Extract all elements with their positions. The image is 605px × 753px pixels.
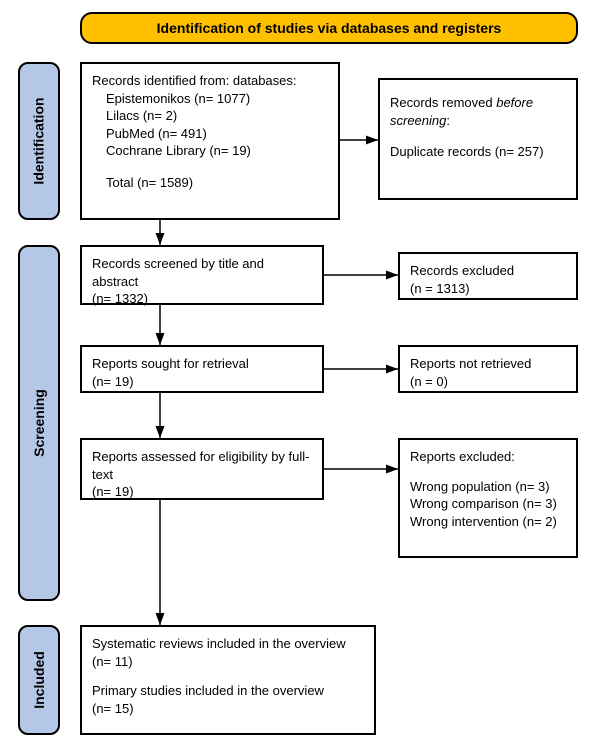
text-line: Records identified from: databases: xyxy=(92,72,328,90)
sidebar-label: Included xyxy=(31,651,47,709)
text-sub: Duplicate records (n= 257) xyxy=(390,143,566,161)
header-banner: Identification of studies via databases … xyxy=(80,12,578,44)
text-subline: PubMed (n= 491) xyxy=(92,125,328,143)
text-line: Primary studies included in the overview xyxy=(92,682,364,700)
box-records-excluded: Records excluded (n = 1313) xyxy=(398,252,578,300)
text-n: (n = 1313) xyxy=(410,280,566,298)
header-text: Identification of studies via databases … xyxy=(157,20,502,36)
text-line: Reports not retrieved xyxy=(410,355,566,373)
text-total: Total (n= 1589) xyxy=(92,174,328,192)
box-records-removed: Records removed before screening: Duplic… xyxy=(378,78,578,200)
box-reports-sought: Reports sought for retrieval (n= 19) xyxy=(80,345,324,393)
text-subline: Epistemonikos (n= 1077) xyxy=(92,90,328,108)
text-item: Wrong population (n= 3) xyxy=(410,478,566,496)
sidebar-screening: Screening xyxy=(18,245,60,601)
box-records-identified: Records identified from: databases: Epis… xyxy=(80,62,340,220)
box-reports-excluded: Reports excluded: Wrong population (n= 3… xyxy=(398,438,578,558)
box-reports-not-retrieved: Reports not retrieved (n = 0) xyxy=(398,345,578,393)
text-item: Wrong intervention (n= 2) xyxy=(410,513,566,531)
text-n: (n = 0) xyxy=(410,373,566,391)
text-n: (n= 11) xyxy=(92,653,364,671)
text-title: Reports excluded: xyxy=(410,448,566,466)
text-line: Records excluded xyxy=(410,262,566,280)
sidebar-included: Included xyxy=(18,625,60,735)
text-item: Wrong comparison (n= 3) xyxy=(410,495,566,513)
box-included: Systematic reviews included in the overv… xyxy=(80,625,376,735)
text-n: (n= 19) xyxy=(92,483,312,501)
prisma-flowchart: Identification of studies via databases … xyxy=(0,0,605,753)
text-line: Reports assessed for eligibility by full… xyxy=(92,448,312,483)
text-n: (n= 1332) xyxy=(92,290,312,308)
text-n: (n= 19) xyxy=(92,373,312,391)
sidebar-identification: Identification xyxy=(18,62,60,220)
box-records-screened: Records screened by title and abstract (… xyxy=(80,245,324,305)
text-line: Reports sought for retrieval xyxy=(92,355,312,373)
text-subline: Lilacs (n= 2) xyxy=(92,107,328,125)
box-reports-assessed: Reports assessed for eligibility by full… xyxy=(80,438,324,500)
text-subline: Cochrane Library (n= 19) xyxy=(92,142,328,160)
text-line: Records screened by title and abstract xyxy=(92,255,312,290)
text-line: Systematic reviews included in the overv… xyxy=(92,635,364,653)
text-line: Records removed before screening: xyxy=(390,94,566,129)
sidebar-label: Identification xyxy=(31,97,47,184)
text-n: (n= 15) xyxy=(92,700,364,718)
sidebar-label: Screening xyxy=(31,389,47,457)
